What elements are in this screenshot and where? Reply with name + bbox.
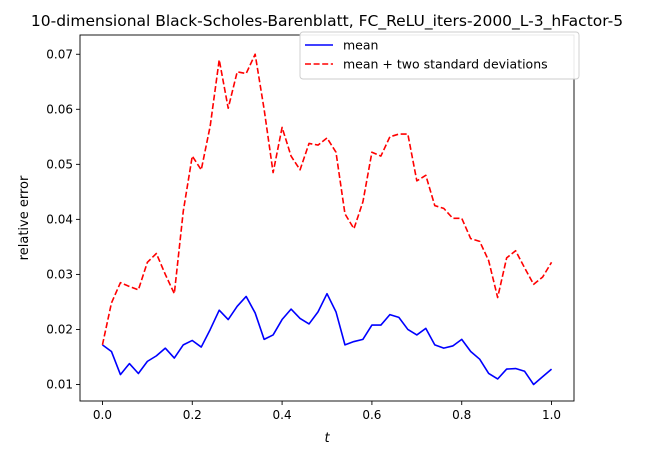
legend: mean mean + two standard deviations <box>299 31 580 80</box>
y-tick-label: 0.03 <box>46 267 73 281</box>
legend-box <box>299 31 580 80</box>
x-tick-label: 1.0 <box>542 408 561 422</box>
legend-mean-label: mean <box>343 38 378 53</box>
chart-title: 10-dimensional Black-Scholes-Barenblatt,… <box>31 12 623 31</box>
y-tick-label: 0.06 <box>46 102 73 116</box>
y-tick-label: 0.02 <box>46 322 73 336</box>
y-axis-ticks: 0.01 0.02 0.03 0.04 0.05 0.06 0.07 <box>46 47 80 391</box>
x-tick-label: 0.8 <box>452 408 471 422</box>
y-tick-label: 0.05 <box>46 157 73 171</box>
x-tick-label: 0.2 <box>183 408 202 422</box>
legend-mean-plus-2sd-label: mean + two standard deviations <box>343 57 548 72</box>
x-tick-label: 0.6 <box>362 408 381 422</box>
series-line-mean <box>101 292 553 386</box>
series-layer <box>101 53 553 386</box>
x-axis-ticks: 0.0 0.2 0.4 0.6 0.8 1.0 <box>93 401 561 422</box>
x-tick-label: 0.4 <box>273 408 292 422</box>
plot-area <box>79 34 575 402</box>
y-tick-label: 0.01 <box>46 377 73 391</box>
x-axis-label: t <box>324 431 330 446</box>
y-tick-label: 0.07 <box>46 47 73 61</box>
series-line-mean-plus-two-sd <box>101 53 553 346</box>
y-tick-label: 0.04 <box>46 212 73 226</box>
x-tick-label: 0.0 <box>93 408 112 422</box>
y-axis-label: relative error <box>17 175 32 260</box>
